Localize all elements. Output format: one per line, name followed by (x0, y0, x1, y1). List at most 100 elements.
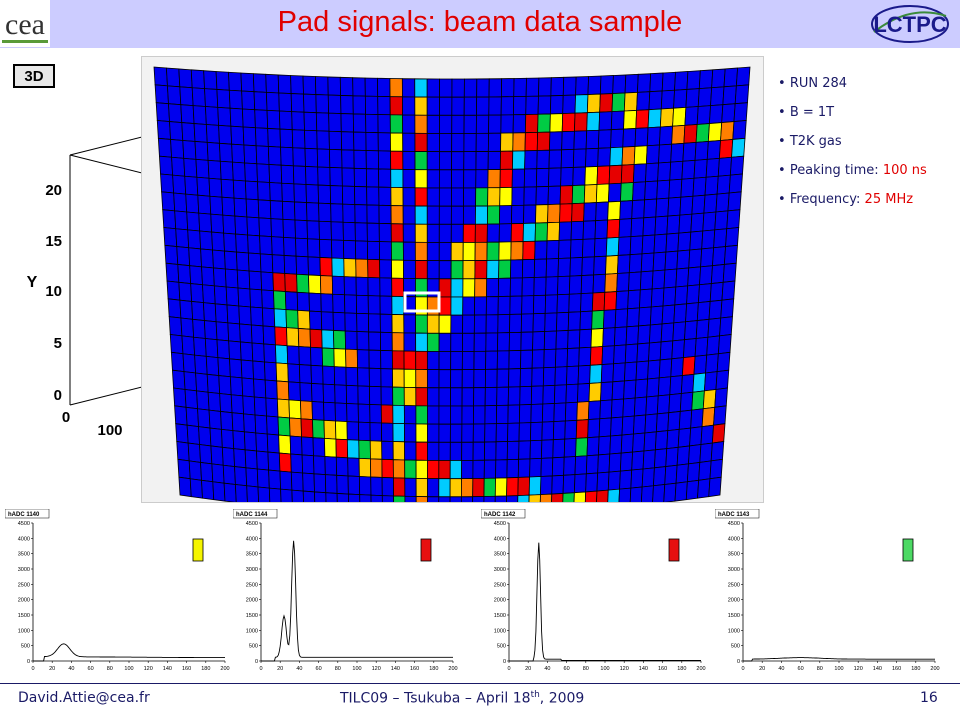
pad-cell (330, 221, 344, 241)
pad-cell (569, 257, 583, 277)
pad-cell (653, 466, 667, 487)
3d-button[interactable] (13, 64, 55, 88)
pad-cell (547, 185, 562, 205)
pad-cell (682, 141, 697, 162)
pad-cell (598, 417, 612, 438)
svg-text:cea: cea (5, 8, 45, 41)
histogram-panel: hADC 1144 4500 4000 3500 3000 2500 2000 1500 100… (232, 508, 460, 672)
y-tick-label: 1000 (18, 628, 30, 634)
pad-cell (296, 273, 310, 294)
y-tick-label: 2500 (494, 582, 506, 588)
pad-cell (223, 232, 237, 253)
pad-cell (630, 468, 644, 489)
pad-cell (513, 95, 527, 116)
pad-cell (640, 252, 655, 273)
pad-cell (703, 193, 718, 214)
pad-cell (229, 107, 244, 128)
pad-cell (357, 403, 371, 424)
pad-cell (568, 275, 583, 295)
run-info-item: • RUN 284 (778, 76, 848, 91)
y-tick-label: 3500 (18, 552, 30, 558)
pad-cell (547, 203, 561, 224)
pad-cell (227, 322, 241, 343)
pad-cell (240, 72, 255, 93)
pad-cell (356, 312, 370, 333)
pad-cell (705, 157, 720, 178)
pad-cell (450, 332, 463, 352)
pad-cell (212, 249, 226, 270)
pad-cell (507, 404, 521, 424)
3d-button-label: 3D (24, 68, 43, 85)
pad-cell (628, 271, 642, 292)
pad-cell (201, 479, 215, 501)
pad-cell (217, 106, 232, 127)
pad-cell (352, 95, 367, 115)
histogram-curve (743, 657, 935, 662)
pad-cell (353, 149, 367, 170)
x-tick-label: 0 (31, 666, 34, 672)
histogram-title-box (232, 508, 278, 519)
pad-cell (255, 145, 270, 165)
pad-cell (524, 113, 539, 134)
page-title: Pad signals: beam data sample (277, 6, 683, 38)
pad-cell (672, 106, 687, 127)
pad-cell (450, 278, 464, 298)
pad-cell (358, 457, 372, 478)
x-tick-label: 160 (658, 666, 667, 672)
pad-cell (711, 423, 726, 444)
pad-cell (654, 215, 669, 236)
pad-cell (183, 371, 198, 392)
pad-cell (427, 423, 440, 443)
pad-cell (262, 325, 276, 346)
pad-cell (496, 350, 510, 370)
pad-cell (243, 144, 258, 165)
pad-cell (186, 211, 201, 232)
y-tick: 15 (45, 233, 62, 250)
y-tick-label: 3000 (246, 567, 258, 573)
pad-cell (664, 464, 678, 485)
pad-cell (335, 420, 348, 441)
pad-cell (171, 156, 186, 177)
pad-cell (486, 223, 500, 243)
pad-cell (358, 476, 372, 496)
pad-cell (722, 262, 737, 283)
pad-cell (576, 401, 590, 421)
pad-cell (632, 432, 646, 453)
x-tick-label: 20 (525, 666, 531, 672)
pad-cell (278, 92, 293, 113)
pad-cell (729, 155, 745, 176)
pad-cell (463, 96, 478, 116)
x-tick-label: 100 (124, 666, 133, 672)
pad-cell (188, 460, 202, 481)
pad-cell (242, 395, 256, 416)
pad-cell (451, 187, 465, 207)
pad-cell (206, 141, 221, 162)
histogram-panel: hADC 1142 4500 4000 3500 3000 2500 2000 1500 100… (480, 508, 708, 672)
pad-cell (154, 84, 169, 105)
y-tick-label: 2500 (18, 582, 30, 588)
pad-cell (257, 199, 272, 220)
pad-cell (366, 222, 380, 242)
y-tick-label: 0 (27, 659, 30, 665)
pad-cell (487, 205, 501, 225)
pad-cell (485, 314, 499, 334)
pad-cell (200, 248, 214, 269)
pad-cell (475, 169, 489, 189)
pad-cell (414, 205, 428, 225)
footer-divider (0, 683, 960, 684)
pad-cell (354, 186, 368, 206)
pad-cell (581, 238, 596, 258)
pad-cell (228, 89, 243, 110)
pad-cell (368, 331, 382, 351)
pad-cell (242, 126, 257, 147)
pad-cell (175, 423, 189, 444)
pad-cell (573, 130, 588, 150)
pad-cell (340, 113, 354, 133)
pad-cell (658, 358, 673, 379)
pad-cell (165, 262, 180, 283)
pad-cell (195, 158, 210, 179)
pad-cell (676, 249, 691, 270)
pad-cell (367, 277, 381, 297)
pad-cell (389, 78, 403, 98)
run-info-item: • Peaking time: 100 ns (778, 163, 927, 178)
